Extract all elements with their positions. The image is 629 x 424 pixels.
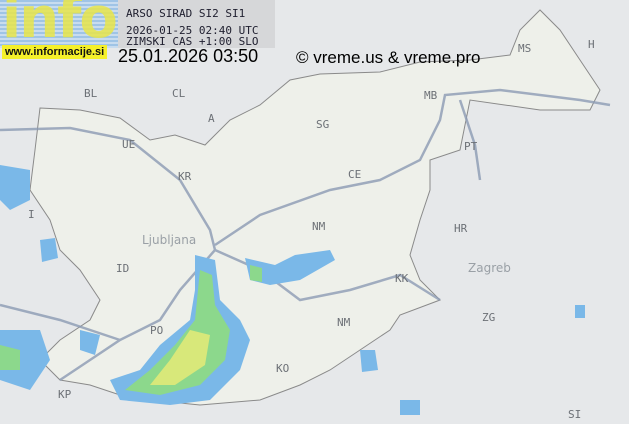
svg-text:KR: KR — [178, 170, 192, 183]
svg-text:H: H — [588, 38, 595, 51]
slovenia-territory — [29, 9, 601, 406]
svg-text:Ljubljana: Ljubljana — [142, 233, 196, 247]
svg-text:PO: PO — [150, 324, 163, 337]
svg-text:KO: KO — [276, 362, 289, 375]
svg-text:KP: KP — [58, 388, 72, 401]
svg-text:SI: SI — [568, 408, 581, 421]
website-link[interactable]: www.informacije.si — [2, 45, 108, 59]
utc-time: 2026-01-25 02:40 UTC — [126, 24, 259, 37]
svg-text:HR: HR — [454, 222, 468, 235]
local-timestamp: 25.01.2026 03:50 — [118, 46, 259, 66]
svg-text:KK: KK — [395, 272, 409, 285]
copyright: © vreme.us & vreme.pro — [296, 48, 481, 67]
svg-text:A: A — [208, 112, 215, 125]
radar-source: ARSO SIRAD SI2 SI1 — [126, 7, 246, 20]
roads — [0, 88, 611, 382]
svg-text:UE: UE — [122, 138, 135, 151]
svg-text:PT: PT — [464, 140, 478, 153]
svg-text:ID: ID — [116, 262, 129, 275]
svg-text:MB: MB — [424, 89, 438, 102]
svg-text:NM: NM — [312, 220, 326, 233]
svg-text:ZG: ZG — [482, 311, 495, 324]
logo-text: info — [2, 0, 118, 48]
svg-text:MS: MS — [518, 42, 531, 55]
svg-text:I: I — [28, 208, 35, 221]
svg-text:Zagreb: Zagreb — [468, 261, 511, 275]
svg-text:SG: SG — [316, 118, 329, 131]
svg-text:CL: CL — [172, 87, 186, 100]
map-labels: A HR I H BL CL UE KR MB MS SG CE PT NM K… — [28, 38, 595, 421]
info-logo: info — [0, 0, 118, 48]
svg-text:NM: NM — [337, 316, 351, 329]
local-time-zone: ZIMSKI CAS +1:00 SLO — [126, 35, 259, 48]
svg-text:BL: BL — [84, 87, 98, 100]
radar-info-box — [118, 0, 275, 48]
radar-echoes — [0, 165, 585, 415]
svg-text:CE: CE — [348, 168, 361, 181]
